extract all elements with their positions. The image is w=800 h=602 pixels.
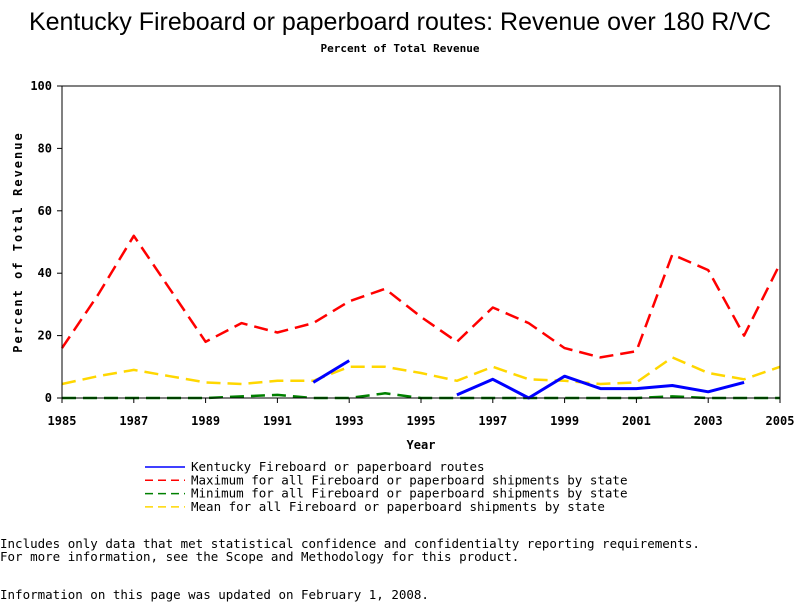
x-tick-label: 1987: [119, 414, 148, 428]
data-point-maximum: [420, 316, 422, 318]
data-point-maximum: [528, 322, 530, 324]
y-tick-label: 20: [38, 329, 52, 343]
x-axis-label: Year: [407, 438, 436, 452]
footnote-confidence: Includes only data that met statistical …: [0, 536, 700, 551]
data-point-maximum: [564, 347, 566, 349]
x-tick-label: 1989: [191, 414, 220, 428]
x-tick-label: 1995: [407, 414, 436, 428]
data-point-mean: [707, 372, 709, 374]
data-point-maximum: [492, 307, 494, 309]
data-point-mean: [205, 381, 207, 383]
x-tick-label: 2003: [694, 414, 723, 428]
y-tick-label: 100: [30, 79, 52, 93]
y-tick-label: 40: [38, 266, 52, 280]
data-point-kentucky: [707, 391, 709, 393]
data-point-mean: [671, 356, 673, 358]
data-point-mean: [456, 380, 458, 382]
data-point-kentucky: [600, 388, 602, 390]
data-point-kentucky: [492, 378, 494, 380]
data-point-kentucky: [635, 388, 637, 390]
data-point-minimum: [276, 394, 278, 396]
data-point-kentucky: [671, 385, 673, 387]
legend-label-minimum: Minimum for all Fireboard or paperboard …: [191, 486, 628, 501]
data-point-minimum: [241, 395, 243, 397]
data-point-maximum: [276, 331, 278, 333]
x-tick-label: 2005: [766, 414, 795, 428]
data-point-mean: [276, 380, 278, 382]
footnote-methodology: For more information, see the Scope and …: [0, 549, 520, 564]
plot-frame: [61, 85, 781, 399]
data-point-maximum: [97, 294, 99, 296]
data-point-mean: [600, 383, 602, 385]
legend-label-maximum: Maximum for all Fireboard or paperboard …: [191, 472, 628, 487]
x-tick-label: 2001: [622, 414, 651, 428]
chart-subtitle: Percent of Total Revenue: [320, 42, 480, 55]
data-point-maximum: [348, 300, 350, 302]
x-tick-label: 1999: [550, 414, 579, 428]
data-point-mean: [348, 366, 350, 368]
data-point-maximum: [635, 350, 637, 352]
data-point-mean: [169, 375, 171, 377]
data-point-minimum: [671, 395, 673, 397]
data-point-maximum: [169, 288, 171, 290]
data-point-maximum: [743, 335, 745, 337]
updated-note: Information on this page was updated on …: [0, 587, 429, 602]
data-point-maximum: [671, 253, 673, 255]
series-line-kentucky: [456, 374, 745, 400]
data-point-kentucky: [456, 394, 458, 396]
data-point-kentucky: [348, 360, 350, 362]
data-point-mean: [564, 380, 566, 382]
data-point-mean: [420, 372, 422, 374]
data-point-minimum: [384, 392, 386, 394]
x-tick-label: 1997: [478, 414, 507, 428]
data-point-mean: [743, 378, 745, 380]
data-point-mean: [97, 375, 99, 377]
data-point-maximum: [241, 322, 243, 324]
data-point-maximum: [600, 356, 602, 358]
data-point-maximum: [456, 341, 458, 343]
chart-title: Kentucky Fireboard or paperboard routes:…: [28, 8, 772, 36]
series-line-mean: [61, 356, 781, 386]
y-axis-label: Percent of Total Revenue: [11, 131, 25, 352]
series-line-maximum: [60, 234, 782, 359]
data-point-mean: [241, 383, 243, 385]
y-tick-label: 80: [38, 141, 52, 155]
legend-label-mean: Mean for all Fireboard or paperboard shi…: [191, 499, 605, 514]
legend-label-kentucky: Kentucky Fireboard or paperboard routes: [191, 459, 485, 474]
data-point-mean: [635, 381, 637, 383]
series-line-kentucky: [312, 359, 350, 384]
data-point-kentucky: [312, 381, 314, 383]
data-point-maximum: [133, 235, 135, 237]
data-point-maximum: [707, 269, 709, 271]
data-point-kentucky: [743, 381, 745, 383]
x-tick-label: 1985: [48, 414, 77, 428]
x-tick-label: 1991: [263, 414, 292, 428]
y-tick-label: 0: [45, 391, 52, 405]
data-point-mean: [384, 366, 386, 368]
data-point-maximum: [312, 322, 314, 324]
data-point-kentucky: [564, 375, 566, 377]
data-point-mean: [133, 369, 135, 371]
data-point-maximum: [384, 288, 386, 290]
data-point-mean: [528, 378, 530, 380]
y-tick-label: 60: [38, 204, 52, 218]
x-tick-label: 1993: [335, 414, 364, 428]
data-point-maximum: [205, 341, 207, 343]
data-point-mean: [492, 366, 494, 368]
